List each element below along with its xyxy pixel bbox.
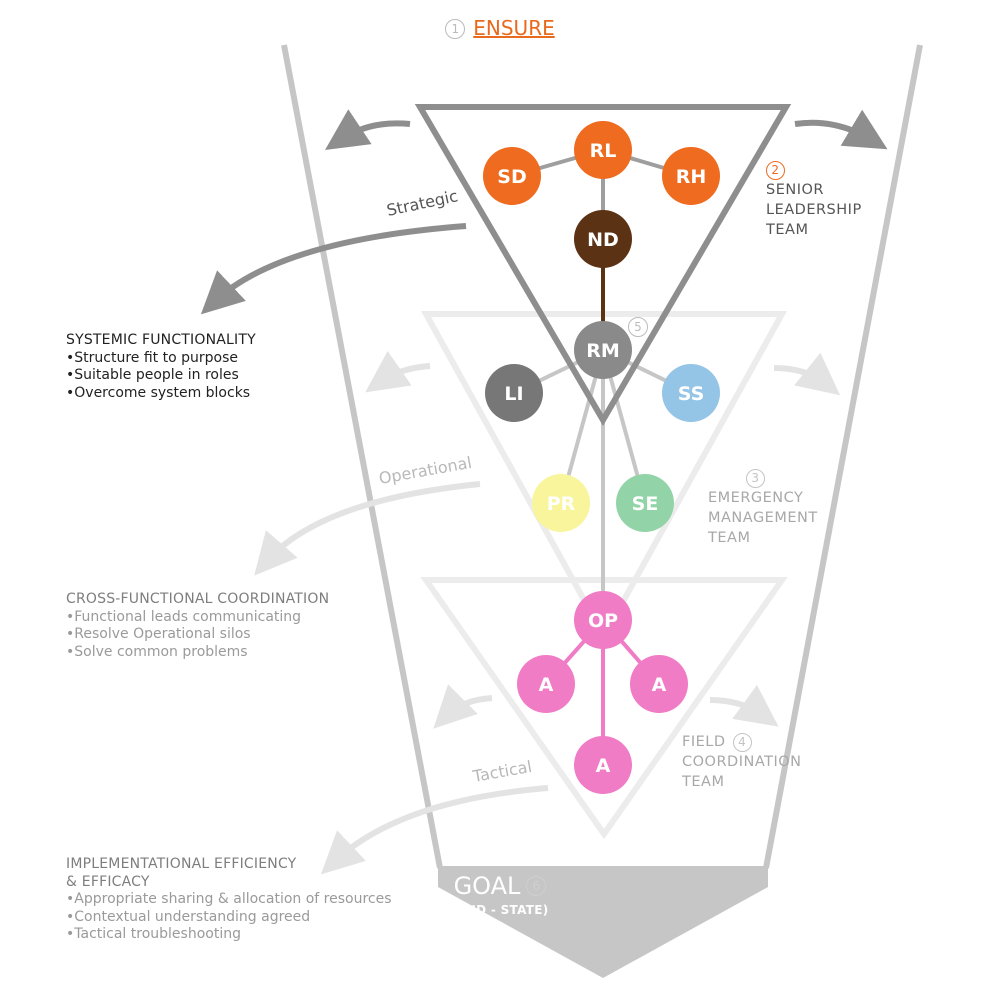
ensure-number-badge: 1 xyxy=(445,19,466,39)
field-team-number-badge: 4 xyxy=(732,733,752,752)
funnel xyxy=(281,44,923,978)
node-pr-circle xyxy=(532,474,590,532)
node-rm-circle xyxy=(574,321,632,379)
node-ss-label: SS xyxy=(678,383,705,405)
tactical-arrow-left xyxy=(433,684,493,729)
emergency-team-line1: EMERGENCY xyxy=(708,490,804,506)
field-coordination-team-label: FIELD 4 COORDINATION TEAM xyxy=(682,732,802,792)
node-sd-label: SD xyxy=(497,166,526,188)
node-rm-label: RM xyxy=(586,340,620,362)
node-ss-circle xyxy=(662,364,720,422)
systemic-item: Overcome system blocks xyxy=(66,385,256,403)
node-li-label: LI xyxy=(504,383,523,405)
node-rl: RL xyxy=(574,121,632,179)
node-a1-label: A xyxy=(539,674,554,696)
operational-arrow-down xyxy=(254,481,481,576)
cross-item: Functional leads communicating xyxy=(66,609,329,627)
systemic-heading: SYSTEMIC FUNCTIONALITY xyxy=(66,332,256,348)
node-a3-label: A xyxy=(596,755,611,777)
node-op-label: OP xyxy=(588,610,618,632)
node-pr-label: PR xyxy=(547,493,576,515)
operational-arrow-left xyxy=(365,351,431,393)
funnel-left-wall xyxy=(281,44,443,869)
impl-item: Tactical troubleshooting xyxy=(66,926,392,944)
goal-label: GOAL 6 xyxy=(410,872,590,900)
arrows xyxy=(200,109,888,875)
node-sd: SD xyxy=(483,147,541,205)
node-pr: PR xyxy=(532,474,590,532)
node-nd-circle xyxy=(574,210,632,268)
senior-leadership-team-label: 2 SENIOR LEADERSHIP TEAM xyxy=(766,160,862,240)
impl-item: Contextual understanding agreed xyxy=(66,909,392,927)
goal-shape xyxy=(438,866,768,978)
level-label-operational: Operational xyxy=(377,453,473,488)
senior-team-line2: LEADERSHIP xyxy=(766,202,862,218)
strategic-arrow-left xyxy=(325,109,411,150)
emergency-management-team-label: 3 EMERGENCY MANAGEMENT TEAM xyxy=(708,468,818,548)
node-nd: ND xyxy=(574,210,632,268)
node-op: OP xyxy=(574,591,632,649)
cross-item: Resolve Operational silos xyxy=(66,626,329,644)
systemic-item: Structure fit to purpose xyxy=(66,350,256,368)
node-a3: A xyxy=(574,736,632,794)
tactical-arrow-right xyxy=(709,684,779,727)
node-nd-label: ND xyxy=(587,229,619,251)
emergency-team-line3: TEAM xyxy=(708,530,751,546)
ensure-link[interactable]: ENSURE xyxy=(473,16,555,40)
node-rl-circle xyxy=(574,121,632,179)
goal-subtitle: (END - STATE) xyxy=(451,903,549,917)
impl-heading-line1: IMPLEMENTATIONAL EFFICIENCY xyxy=(66,856,297,872)
node-rh-label: RH xyxy=(676,166,707,188)
node-a2: A xyxy=(630,655,688,713)
node-se-label: SE xyxy=(632,493,659,515)
cross-functional-block: CROSS-FUNCTIONAL COORDINATION Functional… xyxy=(66,591,329,661)
node-se-circle xyxy=(616,474,674,532)
node-rm: RM xyxy=(574,321,632,379)
ensure-title[interactable]: 1 ENSURE xyxy=(0,16,1000,40)
node-a1-circle xyxy=(517,655,575,713)
emergency-team-line2: MANAGEMENT xyxy=(708,510,818,526)
node-li: LI xyxy=(485,364,543,422)
strategic-arrow-down xyxy=(200,223,467,315)
rm-number-badge: 5 xyxy=(628,317,648,337)
tactical-arrow-down xyxy=(320,785,549,875)
field-team-line2: COORDINATION xyxy=(682,754,802,770)
node-a2-label: A xyxy=(652,674,667,696)
node-li-circle xyxy=(485,364,543,422)
node-ss: SS xyxy=(662,364,720,422)
node-se: SE xyxy=(616,474,674,532)
node-a3-circle xyxy=(574,736,632,794)
node-op-circle xyxy=(574,591,632,649)
funnel-right-wall xyxy=(763,44,923,869)
goal-number-badge: 6 xyxy=(526,876,547,896)
strategic-triangle xyxy=(414,104,792,426)
field-team-line1: FIELD xyxy=(682,734,726,750)
level-label-tactical: Tactical xyxy=(470,757,533,786)
impl-heading-line2: & EFFICACY xyxy=(66,873,150,890)
goal-text: GOAL xyxy=(453,872,521,900)
systemic-functionality-block: SYSTEMIC FUNCTIONALITY Structure fit to … xyxy=(66,332,256,402)
node-rh: RH xyxy=(662,147,720,205)
strategic-arrow-right xyxy=(794,109,888,150)
node-a2-circle xyxy=(630,655,688,713)
senior-team-number-badge: 2 xyxy=(766,161,785,180)
field-team-line3: TEAM xyxy=(682,774,725,790)
operational-arrow-right xyxy=(773,352,841,396)
senior-team-line3: TEAM xyxy=(766,222,809,238)
cross-heading: CROSS-FUNCTIONAL COORDINATION xyxy=(66,591,330,607)
impl-item: Appropriate sharing & allocation of reso… xyxy=(66,891,391,909)
node-rh-circle xyxy=(662,147,720,205)
level-label-strategic: Strategic xyxy=(385,186,460,220)
node-a1: A xyxy=(517,655,575,713)
cross-item: Solve common problems xyxy=(66,644,329,662)
systemic-item: Suitable people in roles xyxy=(66,367,256,385)
emergency-team-number-badge: 3 xyxy=(746,469,765,488)
implementational-block: IMPLEMENTATIONAL EFFICIENCY & EFFICACY A… xyxy=(66,856,392,944)
node-rl-label: RL xyxy=(590,140,617,162)
senior-team-line1: SENIOR xyxy=(766,182,824,198)
node-sd-circle xyxy=(483,147,541,205)
